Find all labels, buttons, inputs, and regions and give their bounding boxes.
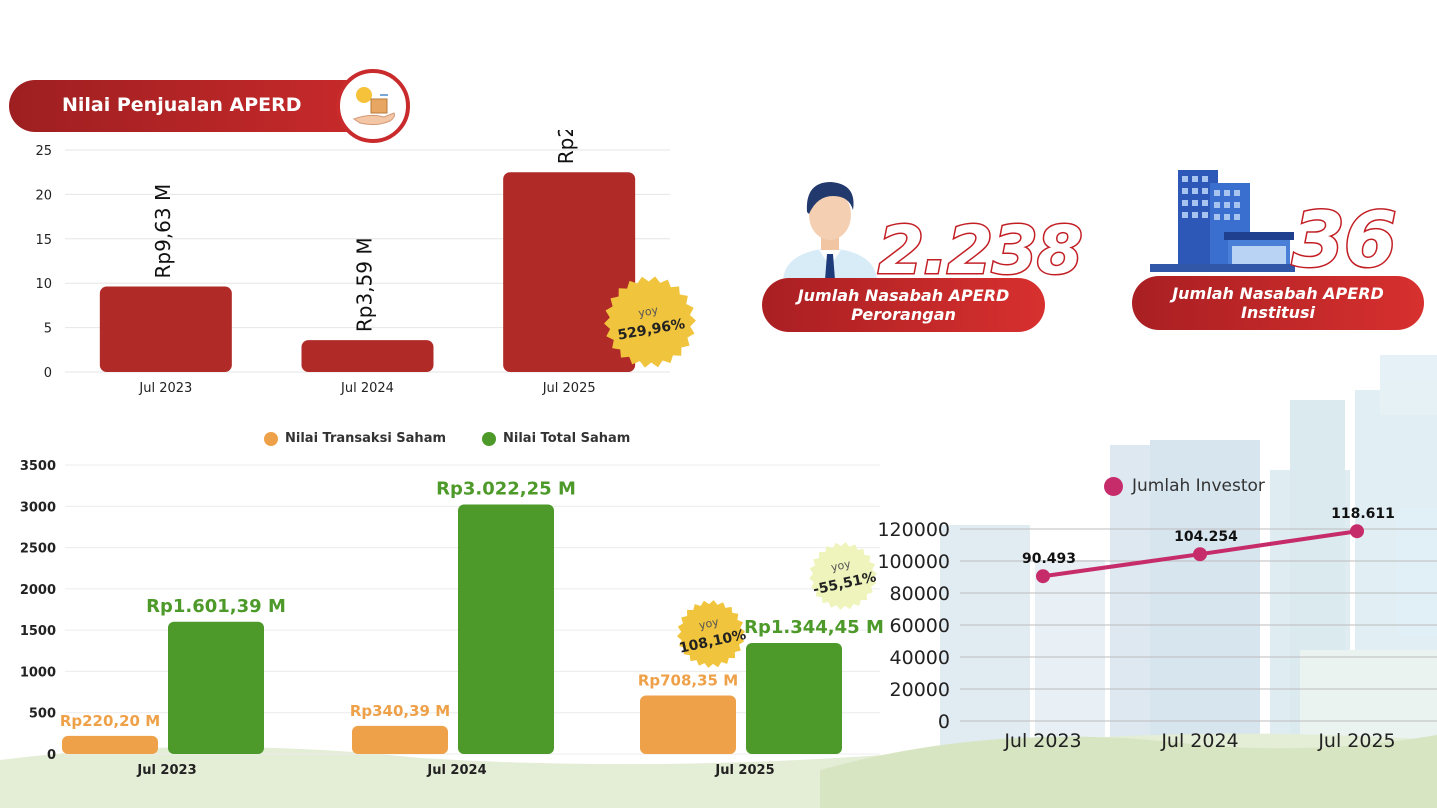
bar [503, 172, 636, 372]
bar-value-label: Rp1.601,39 M [146, 596, 286, 617]
y-tick-label: 40000 [890, 647, 950, 669]
x-tick-label: Jul 2024 [340, 381, 394, 396]
x-tick-label: Jul 2023 [1003, 730, 1081, 752]
y-tick-label: 2500 [20, 542, 56, 557]
y-tick-label: 60000 [890, 615, 950, 637]
bar [62, 735, 158, 754]
bar-value-label: Rp3.022,25 M [436, 478, 576, 499]
y-tick-label: 500 [29, 707, 56, 722]
y-tick-label: 15 [35, 233, 52, 248]
y-tick-label: 3000 [20, 500, 56, 515]
data-point [1193, 547, 1207, 562]
point-value-label: 104.254 [1174, 529, 1238, 545]
x-tick-label: Jul 2024 [1160, 730, 1238, 752]
y-tick-label: 0 [938, 711, 950, 733]
x-tick-label: Jul 2023 [136, 763, 196, 778]
y-tick-label: 0 [44, 366, 52, 381]
legend-label-total: Nilai Total Saham [503, 431, 631, 446]
investor-line-chart: 0 20000 40000 60000 80000 100000 120000 90.493 J… [877, 506, 1437, 752]
x-tick-label: Jul 2023 [138, 381, 192, 396]
y-tick-label: 10 [35, 277, 52, 292]
y-tick-label: 5 [44, 322, 52, 337]
yoy-badge-total: yoy-55,51% [809, 542, 878, 610]
legend-dot-transaksi [264, 431, 278, 446]
institution-client-label-line2: Institusi [1240, 303, 1316, 322]
bar [640, 695, 736, 754]
bar-value-label: Rp220,20 M [60, 712, 160, 730]
point-value-label: 90.493 [1022, 551, 1076, 567]
y-tick-label: 20 [35, 188, 52, 203]
legend-item-transaksi: Nilai Transaksi Saham [264, 431, 446, 446]
y-tick-label: 2000 [20, 583, 56, 598]
bar [458, 504, 554, 754]
legend-dot-investor [1104, 476, 1123, 496]
individual-client-label: Jumlah Nasabah APERD Perorangan [762, 278, 1045, 332]
bar-value-label: Rp9,63 M [151, 184, 175, 279]
bar-value-label: Rp340,39 M [350, 702, 450, 720]
x-tick-label: Jul 2025 [542, 381, 596, 396]
office-building-icon [1150, 168, 1295, 278]
coin-box-hand-icon [336, 69, 410, 143]
yoy-badge-transaksi-label: yoy [698, 615, 721, 632]
institution-client-label-line1: Jumlah Nasabah APERD [1172, 284, 1384, 303]
bar [301, 340, 434, 372]
page-title: Nilai Penjualan APERD [62, 94, 302, 116]
y-tick-label: 25 [35, 144, 52, 159]
legend-item-investor: Jumlah Investor [1104, 476, 1265, 496]
yoy-badge-sales-label: yoy [637, 303, 659, 319]
bar-value-label: Rp1.344,45 M [744, 617, 884, 638]
legend-item-total: Nilai Total Saham [482, 431, 630, 446]
individual-client-label-line2: Perorangan [851, 305, 956, 324]
individual-client-count: 2.238 [877, 211, 1085, 291]
y-tick-label: 20000 [890, 679, 950, 701]
institution-client-label: Jumlah Nasabah APERD Institusi [1132, 276, 1424, 330]
header-banner [9, 80, 379, 132]
y-tick-label: 1000 [20, 665, 56, 680]
data-point [1350, 524, 1364, 539]
legend-label-investor: Jumlah Investor [1132, 476, 1265, 496]
y-tick-label: 100000 [877, 551, 950, 573]
y-tick-label: 1500 [20, 624, 56, 639]
x-tick-label: Jul 2025 [714, 763, 774, 778]
bar-value-label: Rp708,35 M [638, 672, 738, 690]
institution-client-count: 36 [1291, 194, 1399, 286]
bar [99, 286, 232, 372]
yoy-badge-transaksi-shape [677, 600, 745, 668]
x-tick-label: Jul 2025 [1317, 730, 1395, 752]
bar [168, 621, 264, 754]
businessman-icon [775, 170, 885, 280]
y-tick-label: 80000 [890, 583, 950, 605]
individual-client-label-line1: Jumlah Nasabah APERD [797, 286, 1010, 305]
yoy-badge-total-shape [809, 542, 877, 610]
yoy-badge-total-label: yoy [830, 557, 853, 574]
data-point [1036, 569, 1050, 584]
y-tick-label: 120000 [877, 519, 950, 541]
bar-value-label: Rp22,50 M [554, 130, 578, 164]
point-value-label: 118.611 [1331, 506, 1395, 522]
sales-bar-chart: 0 5 10 15 20 25 Rp9,63 M Jul 2023 Rp3,59 M Jul 20… [35, 130, 696, 396]
bar [352, 725, 448, 754]
bar [746, 642, 842, 754]
legend-dot-total [482, 431, 496, 446]
y-tick-label: 0 [47, 748, 56, 763]
yoy-badge-sales-shape [604, 276, 696, 368]
stock-bar-chart: 0 500 1000 1500 2000 2500 3000 3500 Jul 2023 Jul … [20, 459, 884, 778]
y-tick-label: 3500 [20, 459, 56, 474]
x-tick-label: Jul 2024 [426, 763, 486, 778]
bar-value-label: Rp3,59 M [353, 237, 377, 332]
legend-label-transaksi: Nilai Transaksi Saham [285, 431, 447, 446]
